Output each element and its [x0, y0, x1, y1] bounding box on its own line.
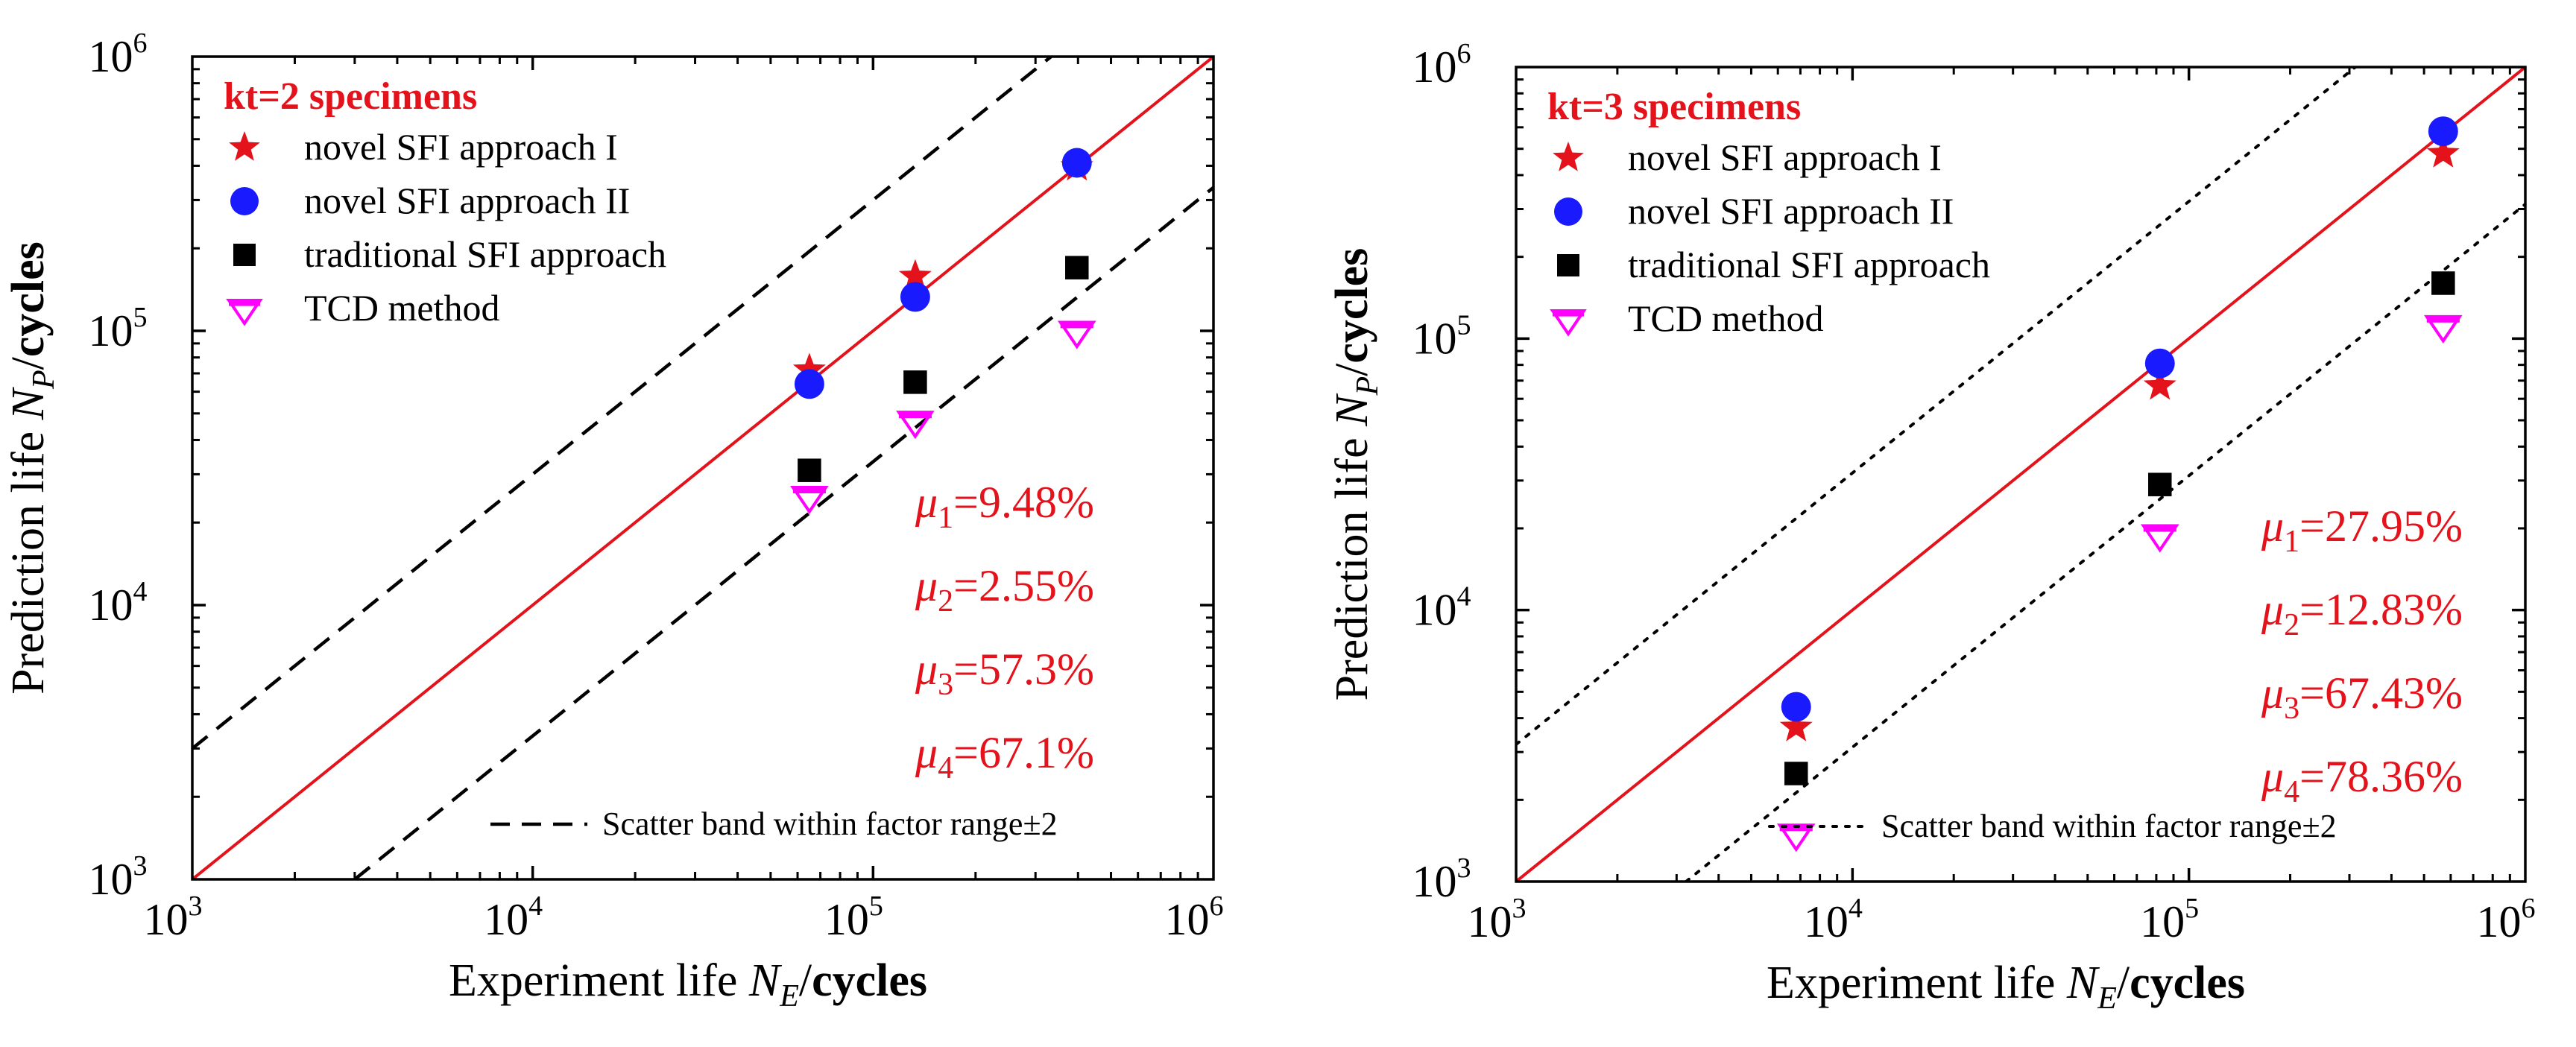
legend-marker-triangle-down-fill	[1553, 311, 1584, 317]
data-point-triangle-down-fill	[792, 487, 826, 493]
error-metric-mu4: μ4=78.36%	[2261, 752, 2463, 809]
legend-title: kt=3 specimens	[1547, 86, 1801, 128]
data-point-star	[792, 352, 826, 385]
legend-label: novel SFI approach II	[1628, 190, 1954, 232]
x-axis-title: Experiment life NE/cycles	[449, 955, 927, 1013]
error-metric-mu2: μ2=2.55%	[915, 561, 1094, 619]
legend-title: kt=2 specimens	[224, 75, 477, 118]
data-point-circle	[1061, 148, 1092, 178]
series-circle	[794, 148, 1092, 399]
y-tick-label: 103	[1412, 853, 1471, 906]
data-point-circle	[1781, 692, 1811, 722]
legend-label: novel SFI approach I	[1628, 136, 1942, 178]
error-metric-mu3: μ3=67.43%	[2261, 668, 2463, 726]
x-tick-label: 104	[1804, 893, 1863, 946]
data-point-triangle-down-fill	[1060, 322, 1093, 329]
scatter-band-upper	[192, 57, 1052, 750]
identity-line	[192, 57, 1213, 879]
x-tick-label: 106	[2477, 893, 2536, 946]
x-axis-title: Experiment life NE/cycles	[1767, 958, 2245, 1016]
y-tick-label: 105	[1412, 309, 1471, 363]
axis-frame	[191, 55, 1215, 881]
data-point-circle	[900, 282, 930, 312]
data-point-star	[1779, 709, 1813, 741]
legend-label: novel SFI approach I	[304, 126, 618, 168]
error-metric-mu4: μ4=67.1%	[915, 728, 1094, 785]
data-point-star	[2143, 368, 2176, 400]
data-point-triangle-down-fill	[2143, 525, 2176, 532]
data-point-square	[903, 370, 927, 394]
legend: kt=2 specimens novel SFI approach I novel …	[224, 75, 666, 329]
error-metric-mu1: μ1=27.95%	[2261, 502, 2463, 559]
data-point-circle	[794, 369, 824, 399]
error-metric-mu2: μ2=12.83%	[2261, 585, 2463, 642]
scatter-band-upper	[1516, 67, 2358, 746]
legend-label: novel SFI approach II	[304, 180, 630, 221]
series-star	[792, 149, 1093, 385]
y-tick-label: 106	[89, 28, 148, 81]
data-point-star	[2426, 136, 2460, 168]
scatter-band-lower	[1684, 203, 2525, 882]
legend-marker-star	[1553, 142, 1584, 171]
data-point-circle	[2428, 116, 2458, 147]
chart-panel-2: 103 104 105 106 103 104 105 106 Experiment life …	[1327, 38, 2536, 1016]
axis-frame	[1515, 66, 2527, 883]
band-legend-label: Scatter band within factor range±2	[602, 806, 1058, 842]
legend-marker-square	[1557, 254, 1579, 276]
plot-area	[1516, 67, 2525, 882]
chart-panel-1: 103 104 105 106 103 104 105 106 Experiment life …	[3, 28, 1224, 1013]
data-point-circle	[2144, 348, 2175, 379]
legend-marker-triangle-down-fill	[229, 300, 260, 306]
data-point-triangle-down-fill	[2426, 316, 2460, 323]
series-triangle-down	[790, 320, 1096, 515]
legend-label: traditional SFI approach	[1628, 244, 1990, 285]
data-point-triangle-down-fill	[898, 412, 932, 419]
error-metric-mu1: μ1=9.48%	[915, 478, 1094, 535]
x-tick-label: 105	[824, 891, 883, 944]
scatter-band-lower	[353, 186, 1213, 879]
identity-line	[1516, 67, 2525, 882]
y-axis-title: Prediction life NP/cycles	[1327, 248, 1385, 701]
legend-label: TCD method	[1628, 297, 1823, 339]
legend: kt=3 specimens novel SFI approach I novel …	[1547, 86, 1990, 339]
data-point-star	[898, 259, 932, 291]
legend-marker-circle	[230, 187, 259, 215]
error-metric-mu3: μ3=57.3%	[915, 645, 1094, 702]
data-point-square	[798, 458, 821, 482]
legend-marker-circle	[1554, 197, 1582, 226]
data-point-square	[2148, 472, 2172, 496]
data-point-square	[1065, 256, 1089, 279]
series-square	[798, 256, 1089, 482]
data-point-square	[2431, 271, 2455, 295]
series-circle	[1781, 116, 2458, 722]
data-point-square	[1784, 762, 1808, 785]
legend-marker-square	[233, 244, 256, 266]
legend-label: traditional SFI approach	[304, 233, 666, 275]
y-tick-label: 105	[89, 302, 148, 355]
series-square	[1784, 271, 2455, 785]
band-legend-label: Scatter band within factor range±2	[1881, 808, 2337, 844]
x-tick-label: 105	[2140, 893, 2199, 946]
legend-marker-star	[229, 131, 260, 161]
y-tick-label: 104	[1412, 581, 1471, 635]
y-axis-title: Prediction life NP/cycles	[3, 241, 61, 695]
x-tick-label: 103	[1468, 893, 1527, 946]
x-tick-label: 103	[144, 891, 203, 944]
plot-area	[192, 57, 1213, 879]
data-point-triangle-down-fill	[1779, 825, 1813, 832]
x-tick-label: 106	[1165, 891, 1224, 944]
x-tick-label: 104	[484, 891, 543, 944]
legend-label: TCD method	[304, 287, 499, 329]
series-star	[1779, 136, 2460, 741]
y-tick-label: 104	[89, 576, 148, 630]
y-tick-label: 103	[89, 850, 148, 904]
y-tick-label: 106	[1412, 38, 1471, 92]
